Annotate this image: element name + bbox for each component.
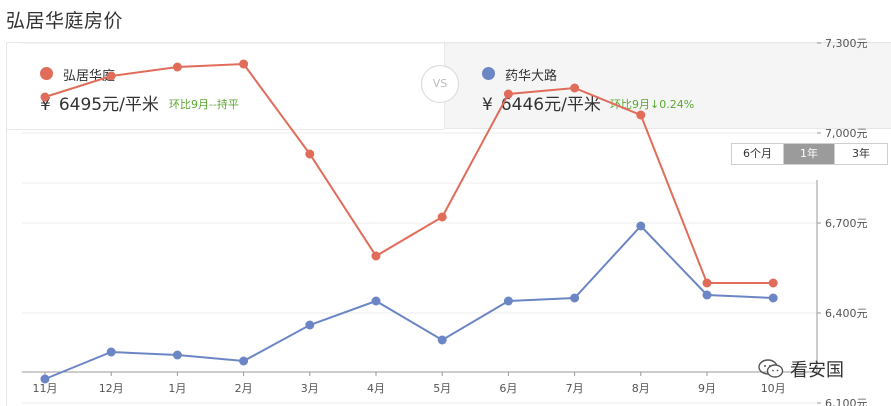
y-tick-label: 7,300元 [825,37,868,50]
data-point[interactable] [106,347,116,357]
currency-symbol-left: ¥ [40,95,51,115]
series-dot-right [482,67,495,80]
x-tick-label: 7月 [566,382,584,395]
price-right: ¥6446元/平米 [482,90,601,115]
watermark: 看安国 [758,356,844,382]
series-line-1 [44,62,774,284]
x-tick-label: 8月 [632,382,650,395]
vs-badge: VS [421,65,459,103]
data-point[interactable] [636,110,646,120]
wechat-icon [758,359,784,378]
price-value-left: 6495元/平米 [58,95,159,115]
data-point[interactable] [371,251,381,261]
compare-right-panel: 药华大路 ¥6446元/平米 环比9月↓0.24% [444,43,891,129]
data-point[interactable] [503,89,513,99]
data-point[interactable] [239,356,249,366]
range-tab-1-year[interactable]: 1年 [784,144,835,164]
data-point[interactable] [305,320,315,330]
x-tick-label: 3月 [301,382,319,395]
property-name-left: 弘居华庭 [63,69,116,84]
data-point[interactable] [702,278,712,288]
x-tick-label: 2月 [235,382,253,395]
time-range-selector: 6个月 1年 3年 [731,143,888,165]
data-point[interactable] [570,83,580,93]
data-point[interactable] [40,92,50,102]
x-tick-label: 10月 [761,382,786,395]
watermark-text: 看安国 [790,360,844,381]
data-point[interactable] [172,350,182,360]
x-tick-label: 12月 [99,382,124,395]
price-left: ¥6495元/平米 [40,90,159,115]
y-tick-label: 6,100元 [825,397,868,406]
x-tick-label: 11月 [33,382,58,395]
x-tick-label: 4月 [367,382,385,395]
data-point[interactable] [172,62,182,72]
mom-change-right: 环比9月↓0.24% [610,98,695,111]
data-point[interactable] [570,293,580,303]
data-point[interactable] [503,296,513,306]
data-point[interactable] [305,149,315,159]
x-tick-label: 5月 [433,382,451,395]
mom-change-left: 环比9月--持平 [169,98,239,111]
y-tick-label: 6,700元 [825,217,868,230]
range-tab-3-years[interactable]: 3年 [852,147,870,160]
data-point[interactable] [40,374,50,384]
comparison-card: 弘居华庭 ¥6495元/平米 环比9月--持平 药华大路 ¥6446元/平米 环… [6,42,891,406]
data-point[interactable] [636,221,646,231]
data-point[interactable] [702,290,712,300]
series-line-2 [44,224,774,380]
price-value-right: 6446元/平米 [500,95,601,115]
series-dot-left [40,67,53,80]
compare-left-panel: 弘居华庭 ¥6495元/平米 环比9月--持平 [7,43,444,130]
data-point[interactable] [768,293,778,303]
page-title: 弘居华庭房价 [6,10,124,32]
x-tick-label: 9月 [698,382,716,395]
data-point[interactable] [371,296,381,306]
y-tick-label: 7,000元 [825,127,868,140]
data-point[interactable] [768,278,778,288]
property-name-right: 药华大路 [505,69,558,84]
data-point[interactable] [239,59,249,69]
x-tick-label: 1月 [168,382,186,395]
y-tick-label: 6,400元 [825,307,868,320]
data-point[interactable] [106,71,116,81]
currency-symbol-right: ¥ [482,95,493,115]
data-point[interactable] [437,335,447,345]
range-tab-6-months[interactable]: 6个月 [732,144,784,164]
x-tick-label: 6月 [499,382,517,395]
data-point[interactable] [437,212,447,222]
